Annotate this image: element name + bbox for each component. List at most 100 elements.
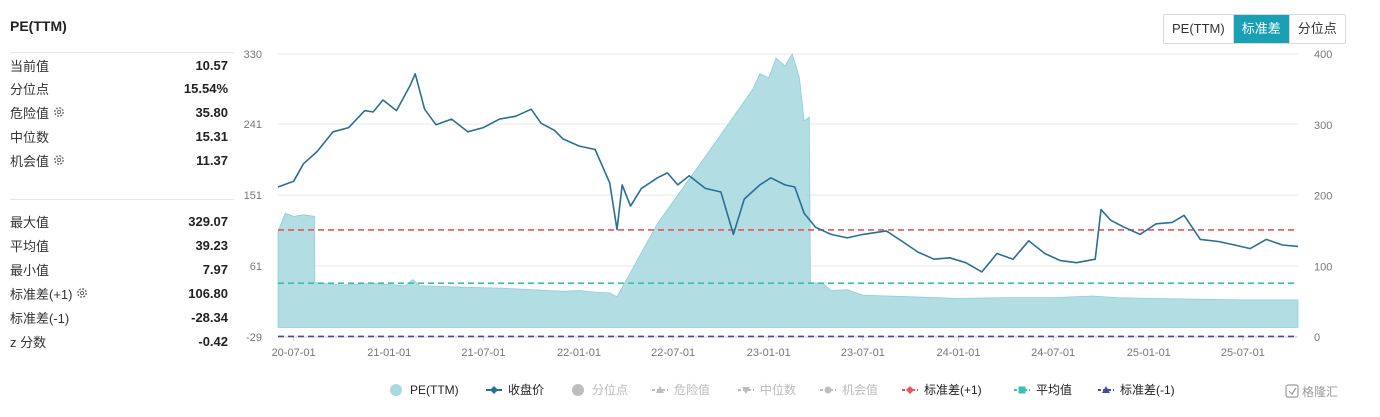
stat-value: 15.31 xyxy=(195,128,228,144)
stat-label-text: 最大值 xyxy=(10,214,50,230)
stat-row-opportunity: 机会值 11.37 xyxy=(10,149,228,171)
legend-item[interactable]: 危险值 xyxy=(652,382,710,397)
legend-label: 机会值 xyxy=(842,382,878,397)
legend-label: 平均值 xyxy=(1036,382,1072,397)
stat-label: 标准差(-1) xyxy=(10,308,69,327)
tab-std-dev[interactable]: 标准差 xyxy=(1233,15,1290,43)
legend-label: 标准差(-1) xyxy=(1120,383,1175,397)
stat-label-text: 机会值 xyxy=(10,153,50,169)
legend-marker xyxy=(656,386,664,393)
legend-label: 标准差(+1) xyxy=(924,383,982,397)
legend-label: 收盘价 xyxy=(508,382,544,397)
x-tick-label: 22-07-01 xyxy=(651,347,695,359)
stat-label: z 分数 xyxy=(10,332,46,351)
stat-label: 分位点 xyxy=(10,79,49,98)
legend-label: 中位数 xyxy=(760,382,796,397)
stat-label-text: 中位数 xyxy=(10,129,50,145)
stat-label: 当前值 xyxy=(10,56,49,75)
stat-value: 7.97 xyxy=(202,261,228,277)
stat-row-mean: 平均值 39.23 xyxy=(10,234,228,256)
stat-label-text: z 分数 xyxy=(10,334,47,350)
y-left-tick-label: 241 xyxy=(244,119,262,131)
y-right-tick-label: 200 xyxy=(1314,191,1332,203)
watermark-text: 格隆汇 xyxy=(1302,384,1338,399)
stat-label: 机会值 xyxy=(10,151,65,170)
stat-label-text: 分位点 xyxy=(10,81,50,97)
stat-label-text: 最小值 xyxy=(10,262,50,278)
stat-row-percentile: 分位点 15.54% xyxy=(10,77,228,99)
panel-title: PE(TTM) xyxy=(10,18,67,34)
tab-pe-ttm[interactable]: PE(TTM) xyxy=(1164,15,1234,43)
legend-marker xyxy=(906,386,914,394)
y-right-tick-label: 400 xyxy=(1314,49,1332,61)
pe-ttm-area xyxy=(277,53,1299,328)
stat-label: 标准差(+1) xyxy=(10,284,88,303)
stat-value: 15.54% xyxy=(183,80,228,96)
legend-marker xyxy=(572,384,584,396)
stat-value: 39.23 xyxy=(195,237,228,253)
gear-icon[interactable] xyxy=(76,287,88,299)
x-tick-label: 24-01-01 xyxy=(936,347,980,359)
stat-row-max: 最大值 329.07 xyxy=(10,210,228,232)
stat-label: 平均值 xyxy=(10,236,49,255)
stat-row-std-plus: 标准差(+1) 106.80 xyxy=(10,282,228,304)
watermark-logo-icon xyxy=(1285,384,1299,398)
legend-item[interactable]: 中位数 xyxy=(738,382,796,397)
legend-item[interactable]: 机会值 xyxy=(820,382,878,397)
y-left-tick-label: 61 xyxy=(250,261,262,273)
gear-icon[interactable] xyxy=(53,106,65,118)
stat-value: 329.07 xyxy=(188,213,228,229)
x-tick-label: 21-07-01 xyxy=(461,347,505,359)
x-tick-label: 23-07-01 xyxy=(841,347,885,359)
legend-item[interactable]: 收盘价 xyxy=(486,382,544,397)
y-left-tick-label: 151 xyxy=(244,190,262,202)
legend-label: PE(TTM) xyxy=(410,383,459,397)
tab-percentile[interactable]: 分位点 xyxy=(1289,15,1345,43)
stat-row-z-score: z 分数 -0.42 xyxy=(10,330,228,352)
panel-divider xyxy=(10,199,234,200)
view-toggle: PE(TTM) 标准差 分位点 xyxy=(1163,14,1346,44)
y-right-tick-label: 100 xyxy=(1314,261,1332,273)
watermark-logo-mark xyxy=(1288,387,1297,395)
stat-label: 最小值 xyxy=(10,260,49,279)
stat-label-text: 标准差(-1) xyxy=(10,310,70,326)
close-price-line xyxy=(277,73,1299,273)
y-left-tick-label: -29 xyxy=(246,332,262,344)
legend-item[interactable]: 标准差(-1) xyxy=(1098,383,1175,397)
x-tick-label: 20-07-01 xyxy=(272,347,316,359)
stat-row-min: 最小值 7.97 xyxy=(10,258,228,280)
stat-row-danger: 危险值 35.80 xyxy=(10,101,228,123)
gear-icon[interactable] xyxy=(53,154,65,166)
stat-label: 中位数 xyxy=(10,127,49,146)
x-tick-label: 22-01-01 xyxy=(557,347,601,359)
legend-marker xyxy=(1102,386,1110,393)
stat-row-std-minus: 标准差(-1) -28.34 xyxy=(10,306,228,328)
stat-label-text: 危险值 xyxy=(10,105,50,121)
x-tick-label: 24-07-01 xyxy=(1031,347,1075,359)
legend-marker xyxy=(490,386,498,394)
panel-divider xyxy=(10,52,234,53)
legend-marker xyxy=(1018,386,1026,394)
stat-row-median: 中位数 15.31 xyxy=(10,125,228,147)
stat-label: 最大值 xyxy=(10,212,49,231)
stat-value: -0.42 xyxy=(198,333,228,349)
legend-label: 危险值 xyxy=(674,382,710,397)
legend-marker xyxy=(742,387,750,394)
watermark: 格隆汇 xyxy=(1285,384,1338,399)
legend-item[interactable]: 平均值 xyxy=(1014,382,1072,397)
x-tick-label: 25-01-01 xyxy=(1127,347,1171,359)
stat-value: 10.57 xyxy=(195,57,228,73)
legend-item[interactable]: 标准差(+1) xyxy=(902,383,982,397)
legend-item[interactable]: 分位点 xyxy=(572,382,628,397)
legend-item[interactable]: PE(TTM) xyxy=(390,383,459,397)
stat-value: 11.37 xyxy=(196,152,228,168)
y-left-tick-label: 330 xyxy=(244,49,262,61)
stat-label-text: 平均值 xyxy=(10,238,50,254)
stat-value: 106.80 xyxy=(188,285,228,301)
stat-label: 危险值 xyxy=(10,103,65,122)
legend-label: 分位点 xyxy=(592,382,628,397)
stat-value: 35.80 xyxy=(195,104,228,120)
stat-label-text: 当前值 xyxy=(10,58,50,74)
stat-row-current: 当前值 10.57 xyxy=(10,54,228,76)
x-tick-label: 25-07-01 xyxy=(1221,347,1265,359)
